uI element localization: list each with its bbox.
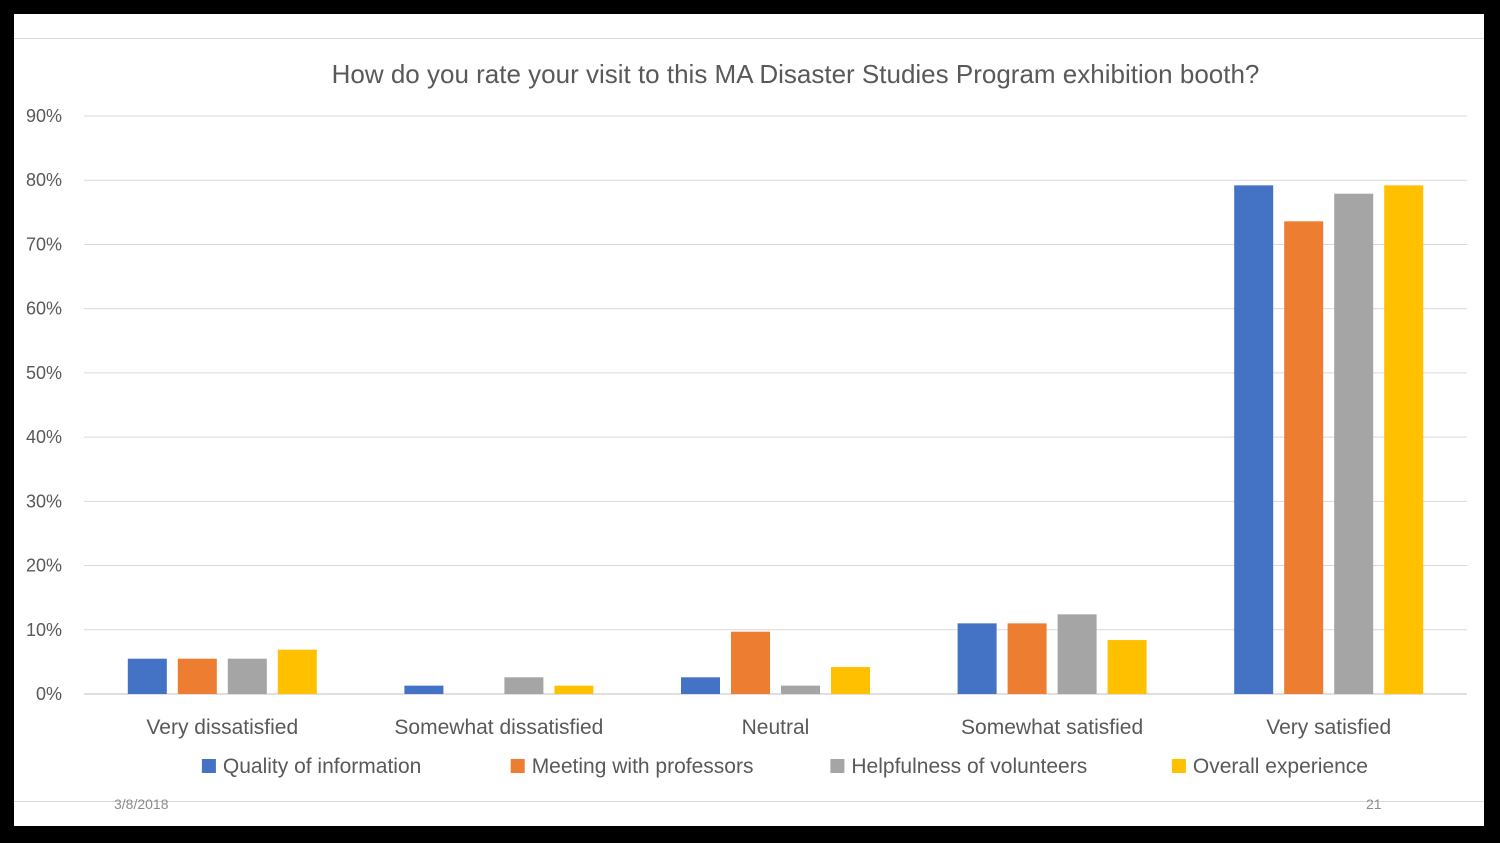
bar (831, 667, 870, 694)
y-tick-label: 20% (26, 556, 62, 576)
bar (504, 677, 544, 694)
slide-date: 3/8/2018 (114, 796, 169, 812)
bar (1007, 623, 1047, 694)
legend-label: Overall experience (1193, 755, 1368, 778)
legend-swatch (1171, 759, 1186, 773)
legend-swatch (201, 759, 216, 773)
bar (227, 658, 267, 694)
y-tick-label: 30% (26, 491, 62, 511)
x-category-label: Somewhat satisfied (961, 716, 1143, 739)
y-tick-label: 80% (26, 170, 62, 190)
y-tick-label: 90% (26, 106, 62, 126)
legend-swatch (510, 759, 525, 773)
y-tick-label: 40% (26, 427, 62, 447)
bottom-divider (14, 801, 1484, 802)
slide: How do you rate your visit to this MA Di… (14, 14, 1484, 826)
bar (781, 685, 820, 694)
y-tick-label: 60% (26, 299, 62, 319)
legend-label: Helpfulness of volunteers (851, 755, 1087, 778)
bar (127, 658, 167, 694)
legend-label: Meeting with professors (532, 755, 754, 778)
legend-swatch (830, 759, 845, 773)
bar (957, 623, 997, 694)
bar (681, 677, 720, 694)
legend-label: Quality of information (223, 755, 421, 778)
bar (177, 658, 217, 694)
chart-title: How do you rate your visit to this MA Di… (332, 59, 1260, 89)
bar (554, 685, 594, 694)
bar (1334, 193, 1374, 694)
bar (1234, 185, 1274, 695)
slide-page-number: 21 (1366, 796, 1382, 812)
bar (731, 631, 770, 694)
bar (404, 685, 444, 694)
bar (277, 649, 317, 694)
bar (1284, 221, 1324, 694)
x-category-label: Very satisfied (1266, 716, 1391, 739)
x-category-label: Neutral (742, 716, 810, 739)
bar (1057, 614, 1097, 694)
y-tick-label: 10% (26, 620, 62, 640)
y-tick-label: 0% (36, 684, 62, 704)
x-category-label: Very dissatisfied (146, 716, 298, 739)
y-tick-label: 70% (26, 234, 62, 254)
x-category-label: Somewhat dissatisfied (394, 716, 603, 739)
bar (1107, 640, 1147, 694)
bar-chart: How do you rate your visit to this MA Di… (26, 59, 1467, 778)
bar (1384, 185, 1424, 695)
top-divider (14, 38, 1484, 39)
y-tick-label: 50% (26, 363, 62, 383)
